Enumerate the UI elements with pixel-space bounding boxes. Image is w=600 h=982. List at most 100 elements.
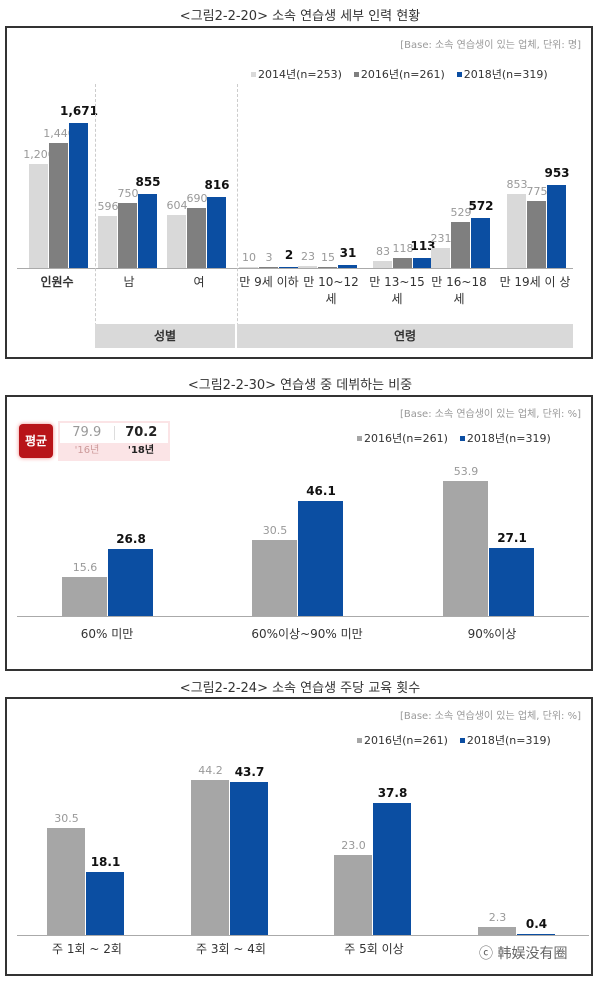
group-divider xyxy=(237,84,238,346)
category-label: 만 9세 이하 xyxy=(239,275,299,289)
x-axis xyxy=(17,935,589,936)
group-label-gender: 성별 xyxy=(95,324,235,348)
value-label: 83 xyxy=(376,244,390,258)
bar-0-0 xyxy=(62,577,107,616)
legend-swatch-icon xyxy=(353,71,359,77)
bar-0-4 xyxy=(298,265,317,268)
value-label: 30.5 xyxy=(262,523,288,537)
bar-2-6 xyxy=(471,218,490,268)
value-label: 690 xyxy=(186,191,208,205)
fig2-plot: 15.6 26.8 60% 미만 30.5 46.1 60%이상~90% 미만 53.9 27… xyxy=(7,397,591,669)
bar-0-0 xyxy=(47,828,85,935)
bar-0-5 xyxy=(373,260,392,268)
fig2-chart-box: [Base: 소속 연습생이 있는 업체, 단위: %] 2016년(n=261… xyxy=(5,395,593,671)
value-label: 604 xyxy=(166,199,188,213)
legend-swatch-icon xyxy=(251,71,256,77)
value-label: 53.9 xyxy=(453,465,479,479)
value-label: 1,200 xyxy=(23,147,55,161)
category-label: 인원수 xyxy=(40,275,74,289)
value-label: 3 xyxy=(265,250,273,264)
group-divider xyxy=(95,84,96,346)
x-axis xyxy=(17,616,589,617)
average-values: 79.9 70.2 '16년 '18년 xyxy=(58,421,170,461)
value-label: 43.7 xyxy=(234,765,265,780)
category-label: 만 10~12 세 xyxy=(303,275,359,306)
bar-0-7 xyxy=(507,193,526,268)
legend-swatch-icon xyxy=(357,737,362,743)
value-label: 44.2 xyxy=(198,764,223,778)
fig3-title: <그림2-2-24> 소속 연습생 주당 교육 횟수 xyxy=(179,681,421,696)
legend-label: 2016년(n=261) xyxy=(364,734,448,747)
bar-0-0 xyxy=(29,163,48,268)
bar-1-1 xyxy=(298,500,343,616)
value-label: 2 xyxy=(284,247,294,262)
legend-2018: 2018년(n=319) xyxy=(459,732,551,748)
fig1-title: <그림2-2-20> 소속 연습생 세부 인력 현황 xyxy=(179,9,421,24)
fig2-base-note: [Base: 소속 연습생이 있는 업체, 단위: %] xyxy=(399,409,581,420)
value-label: 27.1 xyxy=(497,531,527,546)
legend-2016: 2016년(n=261) xyxy=(357,732,448,748)
bar-2-1 xyxy=(138,193,157,268)
watermark: ⓒ 韩娱没有圈 xyxy=(479,946,568,962)
bar-1-2 xyxy=(489,548,534,616)
fig1-legend: 2014년(n=253) 2016년(n=261) 2018년(n=319) xyxy=(251,66,548,82)
legend-2018: 2018년(n=319) xyxy=(459,430,551,446)
value-label: 2.3 xyxy=(488,910,507,924)
category-label: 만 19세 이 상 xyxy=(499,275,571,289)
fig1-chart-box: [Base: 소속 연습생이 있는 업체, 단위: 명] 2014년(n=253… xyxy=(5,26,593,359)
fig3-plot: 30.5 18.1 주 1회 ~ 2회 44.2 43.7 주 3회 ~ 4회 23.0 37… xyxy=(7,699,591,974)
category-label: 주 3회 ~ 4회 xyxy=(196,942,266,956)
value-label: 46.1 xyxy=(306,483,336,498)
legend-label: 2018년(n=319) xyxy=(466,432,551,445)
category-label: 90%이상 xyxy=(467,627,517,641)
average-2016-value: 79.9 xyxy=(72,425,102,440)
bar-1-3 xyxy=(517,933,555,935)
average-2016-year: '16년 xyxy=(74,445,100,456)
category-label: 남 xyxy=(123,275,135,289)
category-label: 주 5회 이상 xyxy=(344,942,404,956)
divider xyxy=(113,426,115,440)
value-label: 853 xyxy=(506,177,528,191)
value-label: 26.8 xyxy=(116,532,146,546)
average-summary: 평균 79.9 70.2 '16년 '18년 xyxy=(19,421,170,461)
bar-0-2 xyxy=(443,481,488,616)
fig1-base-note: [Base: 소속 연습생이 있는 업체, 단위: 명] xyxy=(400,40,581,51)
value-label: 0.4 xyxy=(525,916,548,931)
category-label: 주 1회 ~ 2회 xyxy=(52,942,122,956)
legend-label: 2018년(n=319) xyxy=(466,734,551,747)
value-label: 596 xyxy=(97,200,119,214)
value-label: 816 xyxy=(204,178,230,192)
category-label: 만 13~15 세 xyxy=(369,275,425,306)
legend-swatch-icon xyxy=(459,435,465,441)
fig2-title: <그림2-2-30> 연습생 중 데뷔하는 비중 xyxy=(187,378,413,393)
bar-1-6 xyxy=(451,221,470,268)
bar-1-7 xyxy=(527,200,546,268)
legend-2016: 2016년(n=261) xyxy=(353,66,445,82)
legend-2016: 2016년(n=261) xyxy=(357,430,448,446)
bar-0-1 xyxy=(252,539,297,616)
bar-1-0 xyxy=(108,549,153,616)
legend-label: 2016년(n=261) xyxy=(364,432,448,445)
category-label: 60% 미만 xyxy=(80,627,134,641)
value-label: 1,671 xyxy=(60,103,98,118)
bar-1-1 xyxy=(230,782,268,935)
bar-1-0 xyxy=(49,142,68,268)
value-label: 23.0 xyxy=(341,838,366,852)
legend-swatch-icon xyxy=(357,435,362,441)
bar-0-1 xyxy=(98,216,117,268)
legend-2018: 2018년(n=319) xyxy=(456,66,548,82)
bar-0-1 xyxy=(191,780,229,935)
bar-0-2 xyxy=(334,854,372,935)
bar-2-0 xyxy=(69,122,88,268)
value-label: 15.6 xyxy=(72,561,98,574)
value-label: 30.5 xyxy=(54,812,79,826)
value-label: 31 xyxy=(339,246,357,261)
bar-1-3 xyxy=(259,266,278,268)
fig2-legend: 2016년(n=261) 2018년(n=319) xyxy=(357,430,551,446)
value-label: 529 xyxy=(450,205,472,219)
bar-0-6 xyxy=(431,247,450,268)
legend-label: 2016년(n=261) xyxy=(360,68,445,81)
legend-swatch-icon xyxy=(459,737,465,743)
fig3-legend: 2016년(n=261) 2018년(n=319) xyxy=(357,732,551,748)
fig3-chart-box: [Base: 소속 연습생이 있는 업체, 단위: %] 2016년(n=261… xyxy=(5,697,593,976)
